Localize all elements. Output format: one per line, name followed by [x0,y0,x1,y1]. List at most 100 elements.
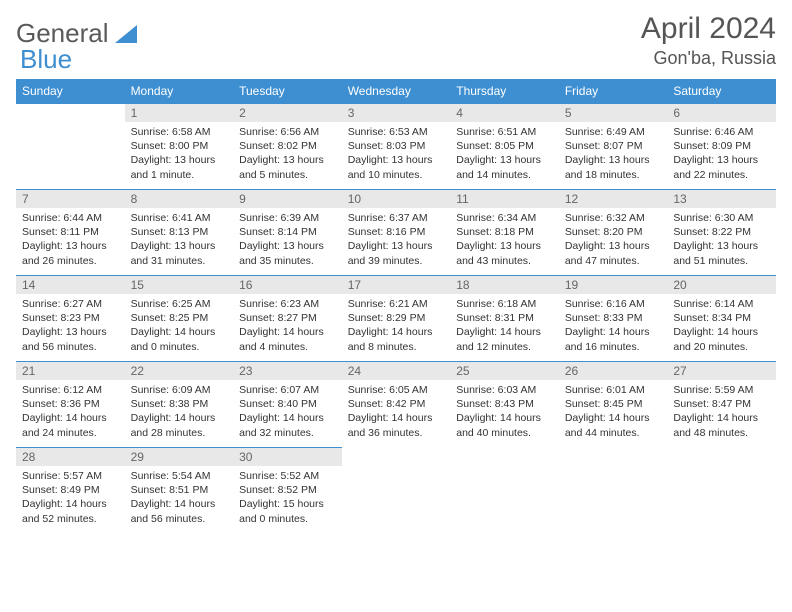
day-detail-line: and 22 minutes. [673,168,770,182]
calendar-day-cell: 20Sunrise: 6:14 AMSunset: 8:34 PMDayligh… [667,276,776,362]
day-detail-line: Daylight: 13 hours [456,153,553,167]
day-detail-line: Daylight: 14 hours [22,411,119,425]
day-detail-line: Sunrise: 6:12 AM [22,383,119,397]
day-detail-line: Sunset: 8:14 PM [239,225,336,239]
calendar-day-cell: 8Sunrise: 6:41 AMSunset: 8:13 PMDaylight… [125,190,234,276]
day-detail-line: Daylight: 13 hours [673,153,770,167]
day-detail-line: Sunset: 8:27 PM [239,311,336,325]
day-details: Sunrise: 6:30 AMSunset: 8:22 PMDaylight:… [667,208,776,274]
day-detail-line: Sunrise: 6:30 AM [673,211,770,225]
day-number: 25 [450,362,559,380]
day-detail-line: Sunrise: 6:37 AM [348,211,445,225]
day-details: Sunrise: 5:59 AMSunset: 8:47 PMDaylight:… [667,380,776,446]
day-detail-line: Sunset: 8:51 PM [131,483,228,497]
calendar-day-cell: 3Sunrise: 6:53 AMSunset: 8:03 PMDaylight… [342,104,451,190]
day-details: Sunrise: 6:39 AMSunset: 8:14 PMDaylight:… [233,208,342,274]
day-details: Sunrise: 6:03 AMSunset: 8:43 PMDaylight:… [450,380,559,446]
calendar-day-cell: 18Sunrise: 6:18 AMSunset: 8:31 PMDayligh… [450,276,559,362]
day-detail-line: and 0 minutes. [239,512,336,526]
calendar-day-cell: 11Sunrise: 6:34 AMSunset: 8:18 PMDayligh… [450,190,559,276]
day-detail-line: Sunrise: 6:07 AM [239,383,336,397]
calendar-day-cell: 27Sunrise: 5:59 AMSunset: 8:47 PMDayligh… [667,362,776,448]
calendar-body: 1Sunrise: 6:58 AMSunset: 8:00 PMDaylight… [16,104,776,534]
day-detail-line: and 18 minutes. [565,168,662,182]
day-detail-line: and 1 minute. [131,168,228,182]
day-detail-line: Sunset: 8:20 PM [565,225,662,239]
day-detail-line: Sunset: 8:13 PM [131,225,228,239]
day-detail-line: Sunset: 8:40 PM [239,397,336,411]
day-detail-line: Sunset: 8:23 PM [22,311,119,325]
calendar-empty-cell [667,448,776,534]
calendar-empty-cell [342,448,451,534]
weekday-header: Friday [559,79,668,104]
calendar-day-cell: 5Sunrise: 6:49 AMSunset: 8:07 PMDaylight… [559,104,668,190]
day-detail-line: Sunrise: 5:57 AM [22,469,119,483]
day-detail-line: Daylight: 13 hours [456,239,553,253]
day-detail-line: Sunset: 8:25 PM [131,311,228,325]
day-number: 3 [342,104,451,122]
calendar-day-cell: 30Sunrise: 5:52 AMSunset: 8:52 PMDayligh… [233,448,342,534]
day-detail-line: Daylight: 14 hours [456,325,553,339]
day-detail-line: Sunset: 8:18 PM [456,225,553,239]
day-detail-line: and 14 minutes. [456,168,553,182]
day-detail-line: Sunrise: 6:41 AM [131,211,228,225]
day-detail-line: Daylight: 14 hours [565,411,662,425]
day-details: Sunrise: 6:01 AMSunset: 8:45 PMDaylight:… [559,380,668,446]
day-detail-line: Daylight: 14 hours [673,325,770,339]
day-number: 11 [450,190,559,208]
day-detail-line: Sunrise: 5:59 AM [673,383,770,397]
day-details: Sunrise: 6:27 AMSunset: 8:23 PMDaylight:… [16,294,125,360]
day-detail-line: Sunrise: 6:51 AM [456,125,553,139]
day-detail-line: Daylight: 13 hours [239,239,336,253]
day-detail-line: and 28 minutes. [131,426,228,440]
day-detail-line: and 48 minutes. [673,426,770,440]
day-detail-line: Sunset: 8:05 PM [456,139,553,153]
day-detail-line: Sunset: 8:38 PM [131,397,228,411]
day-detail-line: Daylight: 14 hours [239,325,336,339]
day-details: Sunrise: 6:18 AMSunset: 8:31 PMDaylight:… [450,294,559,360]
day-detail-line: and 31 minutes. [131,254,228,268]
calendar-day-cell: 2Sunrise: 6:56 AMSunset: 8:02 PMDaylight… [233,104,342,190]
day-detail-line: and 32 minutes. [239,426,336,440]
day-details: Sunrise: 6:49 AMSunset: 8:07 PMDaylight:… [559,122,668,188]
day-detail-line: Daylight: 13 hours [22,325,119,339]
day-detail-line: Daylight: 13 hours [22,239,119,253]
day-number: 19 [559,276,668,294]
day-details: Sunrise: 6:07 AMSunset: 8:40 PMDaylight:… [233,380,342,446]
calendar-day-cell: 9Sunrise: 6:39 AMSunset: 8:14 PMDaylight… [233,190,342,276]
day-detail-line: Daylight: 13 hours [565,239,662,253]
day-detail-line: Sunrise: 6:14 AM [673,297,770,311]
day-detail-line: Sunrise: 6:27 AM [22,297,119,311]
calendar-day-cell: 10Sunrise: 6:37 AMSunset: 8:16 PMDayligh… [342,190,451,276]
day-details: Sunrise: 6:32 AMSunset: 8:20 PMDaylight:… [559,208,668,274]
weekday-header: Wednesday [342,79,451,104]
calendar-empty-cell [559,448,668,534]
day-detail-line: Daylight: 14 hours [239,411,336,425]
day-detail-line: Sunrise: 6:58 AM [131,125,228,139]
day-detail-line: and 56 minutes. [22,340,119,354]
day-details: Sunrise: 6:53 AMSunset: 8:03 PMDaylight:… [342,122,451,188]
day-detail-line: and 35 minutes. [239,254,336,268]
day-number: 1 [125,104,234,122]
day-detail-line: Sunset: 8:31 PM [456,311,553,325]
calendar-day-cell: 22Sunrise: 6:09 AMSunset: 8:38 PMDayligh… [125,362,234,448]
day-detail-line: Sunrise: 6:53 AM [348,125,445,139]
title-block: April 2024 Gon'ba, Russia [641,12,776,69]
day-number: 13 [667,190,776,208]
calendar-day-cell: 24Sunrise: 6:05 AMSunset: 8:42 PMDayligh… [342,362,451,448]
day-detail-line: Sunset: 8:42 PM [348,397,445,411]
day-number: 9 [233,190,342,208]
calendar-day-cell: 19Sunrise: 6:16 AMSunset: 8:33 PMDayligh… [559,276,668,362]
day-detail-line: Daylight: 14 hours [456,411,553,425]
calendar-week-row: 14Sunrise: 6:27 AMSunset: 8:23 PMDayligh… [16,276,776,362]
day-number: 12 [559,190,668,208]
day-number: 30 [233,448,342,466]
day-detail-line: and 36 minutes. [348,426,445,440]
day-detail-line: Sunrise: 6:25 AM [131,297,228,311]
day-detail-line: Sunrise: 6:09 AM [131,383,228,397]
calendar-day-cell: 14Sunrise: 6:27 AMSunset: 8:23 PMDayligh… [16,276,125,362]
calendar-day-cell: 7Sunrise: 6:44 AMSunset: 8:11 PMDaylight… [16,190,125,276]
day-detail-line: and 0 minutes. [131,340,228,354]
day-detail-line: Sunrise: 5:54 AM [131,469,228,483]
calendar-week-row: 21Sunrise: 6:12 AMSunset: 8:36 PMDayligh… [16,362,776,448]
